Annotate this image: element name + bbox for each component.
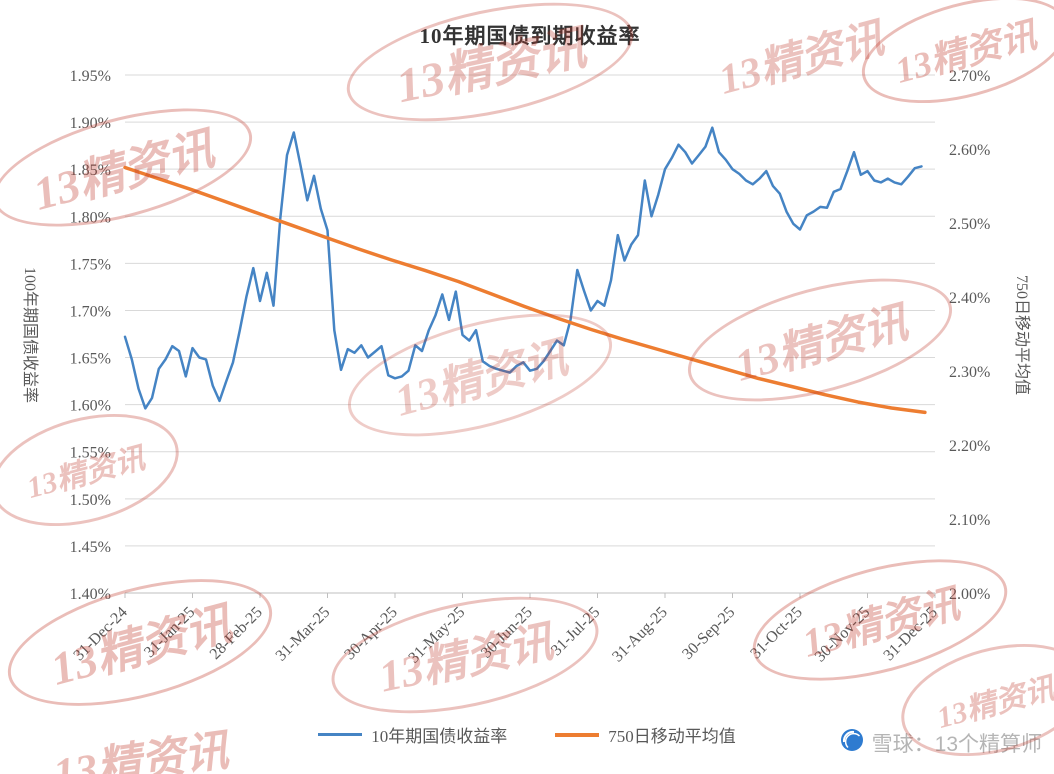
right-tick-label: 2.20% — [949, 438, 990, 455]
left-tick-label: 1.80% — [70, 209, 111, 226]
legend-label-moving-average: 750日移动平均值 — [608, 727, 736, 746]
x-tick-label: 30-Sep-25 — [679, 604, 738, 663]
x-tick-label: 30-Jun-25 — [478, 604, 536, 662]
right-tick-label: 2.50% — [949, 216, 990, 233]
left-tick-label: 1.40% — [70, 586, 111, 603]
chart-title: 10年期国债到期收益率 — [419, 24, 641, 48]
x-tick-label: 28-Feb-25 — [207, 604, 266, 663]
left-tick-label: 1.70% — [70, 303, 111, 320]
right-tick-label: 2.10% — [949, 512, 990, 529]
moving-average-line-swatch — [555, 732, 600, 737]
left-tick-label: 1.60% — [70, 398, 111, 415]
x-tick-label: 31-Dec-25 — [880, 604, 940, 664]
x-tick-label: 31-Oct-25 — [747, 604, 806, 663]
right-tick-label: 2.70% — [949, 68, 990, 85]
left-tick-label: 1.90% — [70, 115, 111, 132]
left-tick-label: 1.45% — [70, 539, 111, 556]
x-tick-label: 31-Mar-25 — [273, 604, 334, 665]
right-tick-label: 2.60% — [949, 142, 990, 159]
left-tick-label: 1.95% — [70, 68, 111, 85]
left-tick-label: 1.55% — [70, 445, 111, 462]
source-label: 雪球：13个精算师 — [871, 733, 1042, 756]
snowball-icon — [840, 728, 864, 758]
legend-item-bond-yield: 10年期国债收益率 — [318, 722, 507, 747]
legend: 10年期国债收益率 750日移动平均值 — [0, 722, 1054, 747]
series-line-1 — [123, 165, 927, 415]
legend-item-moving-average: 750日移动平均值 — [555, 722, 736, 747]
right-tick-label: 2.30% — [949, 364, 990, 381]
x-tick-label: 31-Jul-25 — [548, 604, 603, 659]
x-tick-label: 30-Nov-25 — [812, 604, 874, 666]
left-tick-label: 1.85% — [70, 162, 111, 179]
series-line-0 — [123, 126, 923, 410]
left-tick-label: 1.75% — [70, 256, 111, 273]
left-tick-label: 1.50% — [70, 492, 111, 509]
source-attribution: 雪球：13个精算师 — [840, 728, 1042, 758]
right-tick-label: 2.00% — [949, 586, 990, 603]
legend-label-bond-yield: 10年期国债收益率 — [371, 727, 508, 746]
x-tick-label: 30-Apr-25 — [341, 604, 401, 664]
x-tick-label: 31-Jan-25 — [141, 604, 198, 661]
bond-yield-line-swatch — [318, 733, 363, 736]
left-tick-label: 1.65% — [70, 351, 111, 368]
x-tick-label: 31-May-25 — [405, 604, 468, 667]
x-tick-label: 31-Dec-24 — [70, 604, 130, 664]
right-tick-label: 2.40% — [949, 290, 990, 307]
x-tick-label: 31-Aug-25 — [609, 604, 671, 666]
